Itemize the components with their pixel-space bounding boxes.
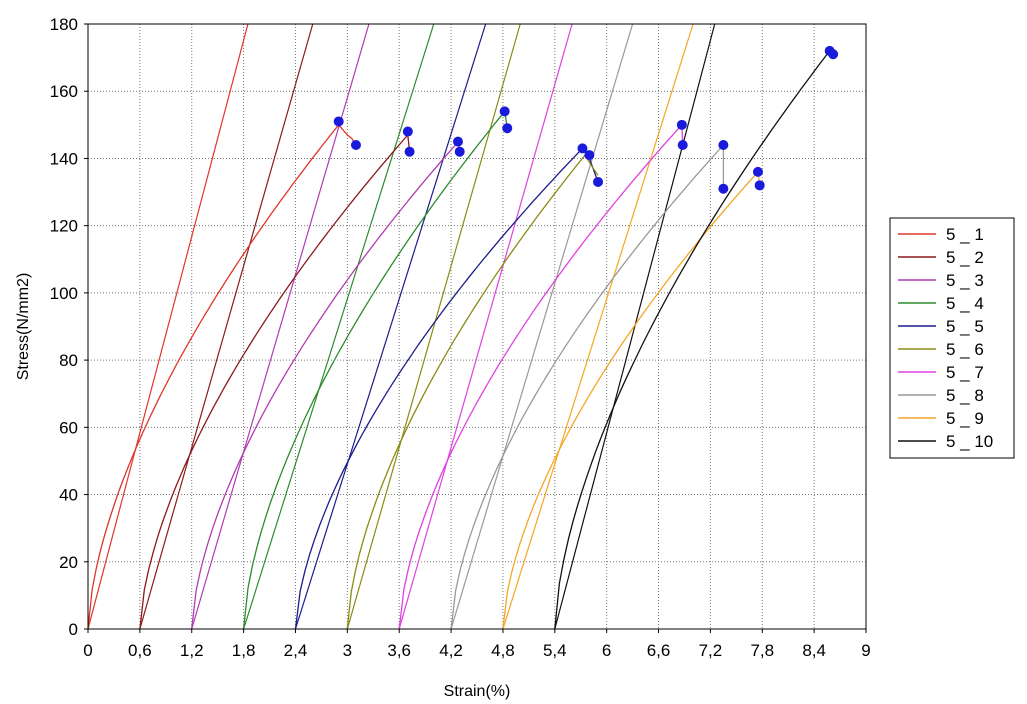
legend-label-6: 5 _ 6 xyxy=(946,340,984,359)
plot-frame xyxy=(87,23,867,630)
y-tick-label: 80 xyxy=(59,351,78,370)
data-point-3 xyxy=(454,146,465,157)
data-point-4 xyxy=(499,106,510,117)
x-tick-label: 6,6 xyxy=(647,641,671,660)
y-tick-label: 160 xyxy=(50,82,78,101)
x-tick-label: 3,6 xyxy=(387,641,411,660)
x-axis-title: Strain(%) xyxy=(444,683,511,700)
x-tick-label: 7,2 xyxy=(699,641,723,660)
x-tick-label: 1,2 xyxy=(180,641,204,660)
x-tick-label: 5,4 xyxy=(543,641,567,660)
series-line-10 xyxy=(554,49,834,629)
x-tick-label: 0 xyxy=(83,641,92,660)
y-tick-label: 100 xyxy=(50,284,78,303)
data-point-5 xyxy=(593,176,604,187)
data-point-2 xyxy=(404,146,415,157)
data-point-9 xyxy=(754,180,765,191)
legend-label-3: 5 _ 3 xyxy=(946,271,984,290)
y-tick-label: 180 xyxy=(50,15,78,34)
y-tick-label: 60 xyxy=(59,418,78,437)
unloading-line xyxy=(502,24,694,629)
y-tick-label: 0 xyxy=(69,620,78,639)
unloading-line xyxy=(88,24,249,629)
legend-label-5: 5 _ 5 xyxy=(946,317,984,336)
series-line-3 xyxy=(191,140,461,629)
legend-label-1: 5 _ 1 xyxy=(946,225,984,244)
series-line-9 xyxy=(502,170,761,629)
data-point-4 xyxy=(502,123,513,134)
series-line-1 xyxy=(88,123,357,629)
x-tick-label: 3 xyxy=(343,641,352,660)
legend: 5 _ 1 5 _ 2 5 _ 3 5 _ 4 5 _ 5 5 _ 6 5 _ 7 5 _ 8… xyxy=(889,217,1015,459)
x-axis-ticks: 0 0,6 1,2 1,8 2,4 3 3,6 4,2 4,8 5,4 6 6,6 7,2 7,8 8,4 9 xyxy=(83,629,871,660)
data-point-7 xyxy=(677,140,688,150)
data-point-5 xyxy=(577,143,588,154)
y-tick-label: 40 xyxy=(59,486,78,505)
series-line-8 xyxy=(450,143,725,629)
series-line-6 xyxy=(346,153,599,629)
x-tick-label: 8,4 xyxy=(802,641,826,660)
x-tick-label: 4,8 xyxy=(491,641,515,660)
x-tick-label: 0,6 xyxy=(128,641,152,660)
x-tick-label: 1,8 xyxy=(232,641,256,660)
data-point-8 xyxy=(718,183,729,194)
series-line-7 xyxy=(398,123,684,629)
data-point-2 xyxy=(402,126,413,137)
data-point-8 xyxy=(718,140,729,150)
x-tick-label: 4,2 xyxy=(439,641,463,660)
data-point-10 xyxy=(828,49,839,60)
y-axis-ticks: 0 20 40 60 80 100 120 140 160 180 xyxy=(50,15,88,639)
y-tick-label: 140 xyxy=(50,149,78,168)
legend-label-7: 5 _ 7 xyxy=(946,363,984,382)
x-tick-label: 9 xyxy=(861,641,870,660)
unloading-line xyxy=(450,24,634,629)
series-lines xyxy=(88,49,834,629)
grid-lines xyxy=(88,24,866,629)
legend-label-10: 5 _ 10 xyxy=(946,432,993,451)
unloading-line xyxy=(139,24,314,629)
data-point-1 xyxy=(333,116,344,127)
y-axis-title: Stress(N/mm2) xyxy=(15,273,32,381)
unloading-line xyxy=(243,24,435,629)
data-point-5 xyxy=(584,150,595,161)
unloading-line xyxy=(398,24,573,629)
x-tick-label: 7,8 xyxy=(750,641,774,660)
series-line-4 xyxy=(242,109,508,629)
x-tick-label: 2,4 xyxy=(284,641,308,660)
data-point-3 xyxy=(452,136,463,147)
unloading-line xyxy=(294,24,487,629)
plot-area xyxy=(88,24,866,629)
series-line-5 xyxy=(294,147,599,629)
unloading-line xyxy=(346,24,521,629)
legend-label-9: 5 _ 9 xyxy=(946,409,984,428)
legend-label-4: 5 _ 4 xyxy=(946,294,984,313)
x-tick-label: 6 xyxy=(602,641,611,660)
data-point-7 xyxy=(676,119,687,130)
series-line-2 xyxy=(139,133,411,629)
data-markers xyxy=(333,45,839,194)
y-tick-label: 20 xyxy=(59,553,78,572)
y-tick-label: 120 xyxy=(50,217,78,236)
data-point-9 xyxy=(752,166,763,177)
data-point-1 xyxy=(350,140,361,150)
legend-label-8: 5 _ 8 xyxy=(946,386,984,405)
legend-label-2: 5 _ 2 xyxy=(946,248,984,267)
